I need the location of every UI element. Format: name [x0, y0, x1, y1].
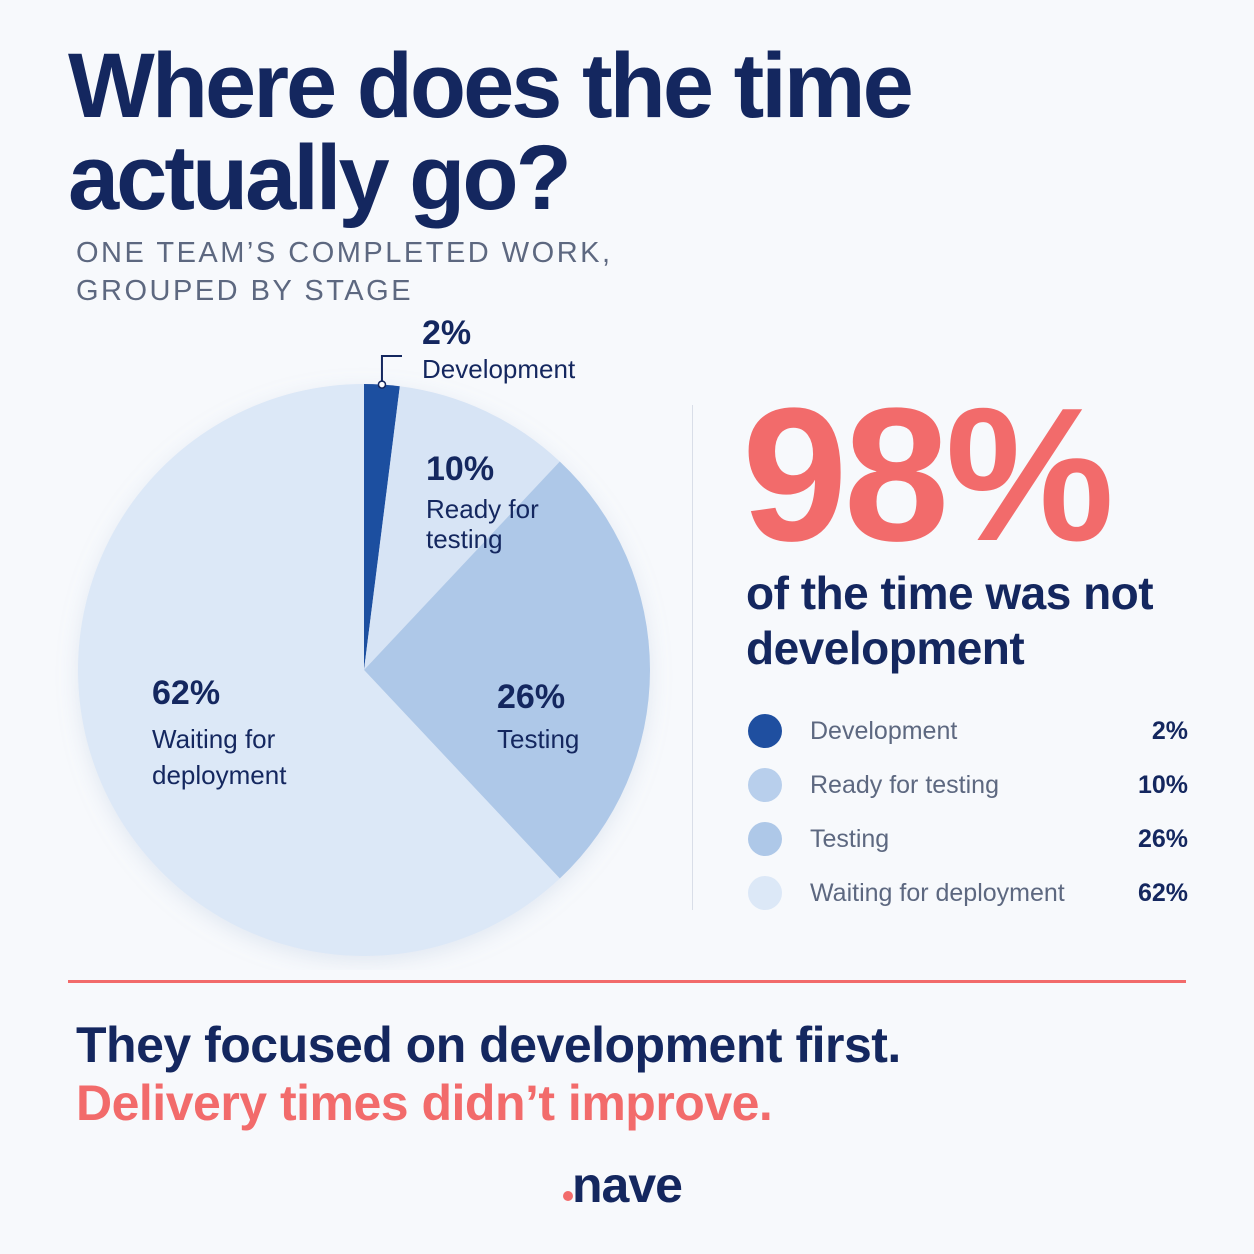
- pie-value-label: 62%: [152, 674, 220, 712]
- brand-wordmark: nave: [572, 1157, 682, 1213]
- pie-slice-waiting-for-deployment: [77, 384, 560, 956]
- legend-label: Waiting for deployment: [810, 878, 1065, 907]
- pie-category-label: Ready for: [426, 494, 539, 524]
- legend-swatch: [748, 876, 782, 910]
- page-title: Where does the time actually go?: [68, 35, 914, 229]
- legend-swatch: [748, 822, 782, 856]
- highlight-caption: of the time was not development: [746, 567, 1154, 674]
- legend-item: Development 2%: [748, 704, 1188, 758]
- subtitle-line-1: ONE TEAM’S COMPLETED WORK,: [76, 237, 613, 269]
- pie-slice-ready-for-testing: [364, 386, 560, 670]
- vertical-divider: [692, 405, 693, 910]
- pie-category-label: deployment: [152, 760, 287, 790]
- legend-value: 62%: [1137, 878, 1188, 907]
- horizontal-divider: [68, 980, 1186, 983]
- legend-value: 2%: [1151, 716, 1188, 745]
- pie-slice-testing: [364, 461, 650, 879]
- legend-item: Waiting for deployment 62%: [748, 866, 1188, 920]
- pie-value-label: 26%: [497, 678, 565, 716]
- pie-category-label: Development: [422, 354, 576, 384]
- footer-statement: They focused on development first.: [76, 1017, 901, 1073]
- pie-slices: [77, 384, 650, 956]
- brand-dot-icon: [563, 1191, 573, 1201]
- legend-label: Development: [810, 716, 958, 745]
- subtitle-line-2: GROUPED BY STAGE: [76, 275, 414, 307]
- highlight-value: 98%: [742, 369, 1114, 581]
- legend-item: Testing 26%: [748, 812, 1188, 866]
- subtitle: ONE TEAM’S COMPLETED WORK, GROUPED BY ST…: [76, 234, 613, 310]
- callout-dot: [377, 380, 387, 389]
- legend-label: Ready for testing: [810, 770, 999, 799]
- nave-logo-icon: nave: [563, 1157, 683, 1213]
- legend-value: 26%: [1137, 824, 1188, 853]
- pie-value-label: 10%: [426, 450, 494, 488]
- legend-swatch: [748, 714, 782, 748]
- legend-value: 10%: [1137, 770, 1188, 799]
- pie-value-label: 2%: [422, 314, 471, 352]
- pie-category-label: Waiting for: [152, 724, 276, 754]
- callout-leader-line: [380, 355, 402, 383]
- legend-label: Testing: [810, 824, 890, 853]
- legend-swatch: [748, 768, 782, 802]
- brand-logo: nave: [0, 1156, 1254, 1221]
- legend-item: Ready for testing 10%: [748, 758, 1188, 812]
- legend: Development 2% Ready for testing 10% Testing…: [748, 704, 1188, 920]
- pie-category-label: testing: [426, 524, 503, 554]
- pie-slice-development: [364, 384, 400, 670]
- footer-conclusion: Delivery times didn’t improve.: [76, 1075, 773, 1131]
- pie-category-label: Testing: [497, 724, 579, 754]
